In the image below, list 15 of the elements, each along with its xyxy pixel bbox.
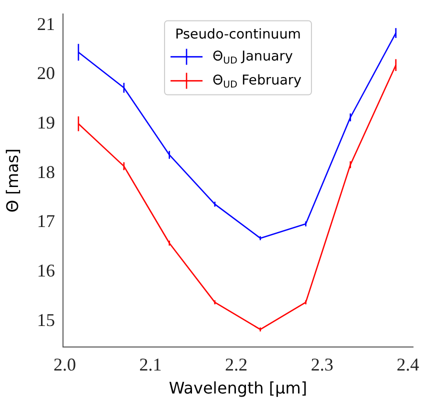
y-tick-label: 16 [37,260,55,280]
legend-title: Pseudo-continuum [175,26,301,42]
y-axis-title: Θ [mas] [2,148,22,212]
x-tick-label: 2.3 [310,354,334,375]
y-tick-label: 15 [37,310,55,330]
y-tick-label: 19 [37,112,55,133]
x-tick-label: 2.2 [225,354,248,375]
y-tick-label: 20 [37,63,55,84]
x-tick-label: 2.4 [396,354,420,375]
x-tick-label: 2.0 [53,354,76,375]
x-axis-title: Wavelength [μm] [168,378,308,398]
y-tick-label: 18 [37,162,55,182]
y-tick-label: 17 [37,211,55,232]
x-tick-label: 2.1 [139,354,162,375]
y-tick-label: 21 [37,14,55,34]
